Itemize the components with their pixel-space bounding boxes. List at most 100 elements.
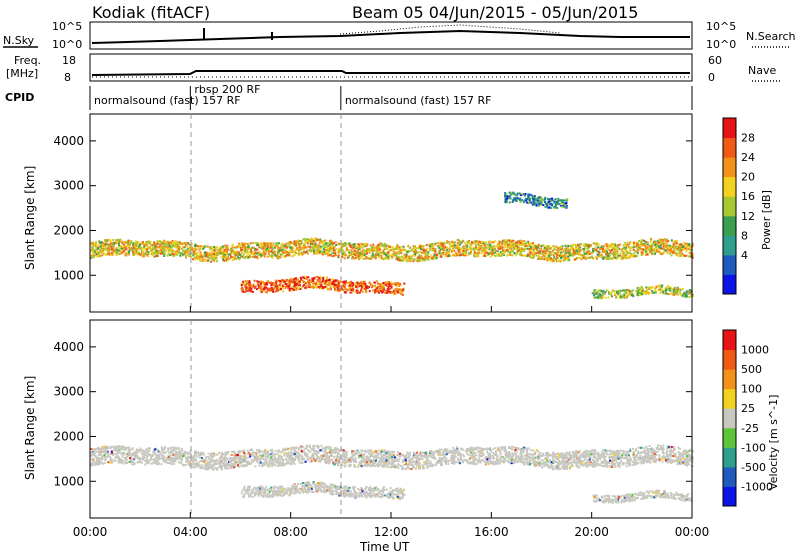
scatter-point xyxy=(291,287,294,290)
scatter-point xyxy=(460,254,463,257)
scatter-point xyxy=(190,242,193,245)
scatter-point xyxy=(610,242,613,245)
scatter-point xyxy=(539,251,542,254)
scatter-point xyxy=(335,244,338,246)
colorbar-tick-label: 24 xyxy=(741,151,755,164)
scatter-point xyxy=(668,249,671,252)
scatter-point xyxy=(561,247,564,250)
scatter-point xyxy=(258,253,261,256)
scatter-point xyxy=(304,285,307,288)
scatter-point xyxy=(118,461,121,464)
scatter-point xyxy=(544,205,547,208)
scatter-point xyxy=(141,242,144,244)
scatter-point xyxy=(230,252,233,255)
scatter-point xyxy=(391,291,393,294)
scatter-point xyxy=(142,250,144,253)
scatter-point xyxy=(474,243,477,246)
scatter-point xyxy=(118,244,120,247)
scatter-point xyxy=(213,249,216,252)
scatter-point xyxy=(673,247,676,250)
scatter-point xyxy=(233,253,236,256)
scatter-point xyxy=(320,247,323,250)
scatter-point xyxy=(488,252,491,255)
scatter-point xyxy=(666,287,669,290)
scatter-point xyxy=(532,256,535,258)
scatter-point xyxy=(401,255,404,258)
scatter-point xyxy=(166,243,169,246)
scatter-point xyxy=(356,251,359,254)
scatter-point xyxy=(194,246,197,249)
scatter-point xyxy=(507,251,510,254)
scatter-point xyxy=(327,242,330,245)
scatter-point xyxy=(103,242,106,245)
scatter-point xyxy=(662,247,665,250)
scatter-point xyxy=(431,245,434,248)
scatter-point xyxy=(297,287,300,290)
scatter-point xyxy=(324,281,327,284)
scatter-point xyxy=(288,254,291,257)
scatter-point xyxy=(455,244,458,247)
scatter-point xyxy=(619,295,622,298)
scatter-point xyxy=(624,295,627,298)
scatter-point xyxy=(488,245,491,247)
scatter-point xyxy=(384,283,387,286)
scatter-point xyxy=(629,249,632,252)
scatter-point xyxy=(160,252,162,255)
scatter-point xyxy=(576,247,579,250)
scatter-point xyxy=(455,254,458,257)
scatter-point xyxy=(319,285,322,288)
scatter-point xyxy=(528,250,531,253)
scatter-point xyxy=(183,252,186,255)
scatter-point xyxy=(279,246,282,249)
scatter-point xyxy=(174,246,177,249)
scatter-point xyxy=(130,240,133,243)
scatter-point xyxy=(602,294,604,296)
scatter-point xyxy=(543,249,546,252)
scatter-point xyxy=(170,247,173,250)
scatter-point xyxy=(105,240,108,243)
scatter-point xyxy=(136,243,139,246)
scatter-point xyxy=(138,241,140,244)
scatter-point xyxy=(420,256,423,259)
scatter-point xyxy=(329,286,332,289)
scatter-point xyxy=(162,245,165,248)
scatter-point xyxy=(454,241,456,244)
scatter-point xyxy=(637,244,640,247)
scatter-point xyxy=(396,244,399,247)
scatter-point xyxy=(116,239,119,242)
scatter-point xyxy=(271,248,274,251)
scatter-point xyxy=(398,288,401,291)
scatter-point xyxy=(502,249,504,252)
scatter-point xyxy=(564,202,567,205)
scatter-point xyxy=(300,242,303,245)
scatter-point xyxy=(605,250,608,253)
scatter-point xyxy=(426,254,429,257)
scatter-point xyxy=(92,255,95,257)
scatter-point xyxy=(459,241,462,244)
scatter-point xyxy=(269,287,271,290)
scatter-point xyxy=(493,254,496,257)
scatter-point xyxy=(374,289,377,291)
scatter-point xyxy=(645,241,648,244)
scatter-point xyxy=(533,197,535,200)
scatter-point xyxy=(679,291,681,294)
scatter-point xyxy=(609,245,612,248)
scatter-point xyxy=(160,249,163,252)
scatter-point xyxy=(397,284,400,287)
scatter-point xyxy=(628,290,631,293)
scatter-point xyxy=(271,251,274,254)
scatter-point xyxy=(670,239,673,242)
scatter-point xyxy=(118,247,121,249)
scatter-point xyxy=(503,243,506,246)
scatter-point xyxy=(654,252,656,255)
scatter-point xyxy=(690,251,692,254)
scatter-point xyxy=(358,246,361,249)
scatter-point xyxy=(689,255,692,258)
scatter-point xyxy=(520,249,522,252)
scatter-point xyxy=(277,246,280,249)
scatter-point xyxy=(509,253,512,256)
scatter-point xyxy=(641,239,643,242)
scatter-point xyxy=(679,243,682,246)
scatter-point xyxy=(657,239,660,241)
scatter-point xyxy=(322,241,325,244)
